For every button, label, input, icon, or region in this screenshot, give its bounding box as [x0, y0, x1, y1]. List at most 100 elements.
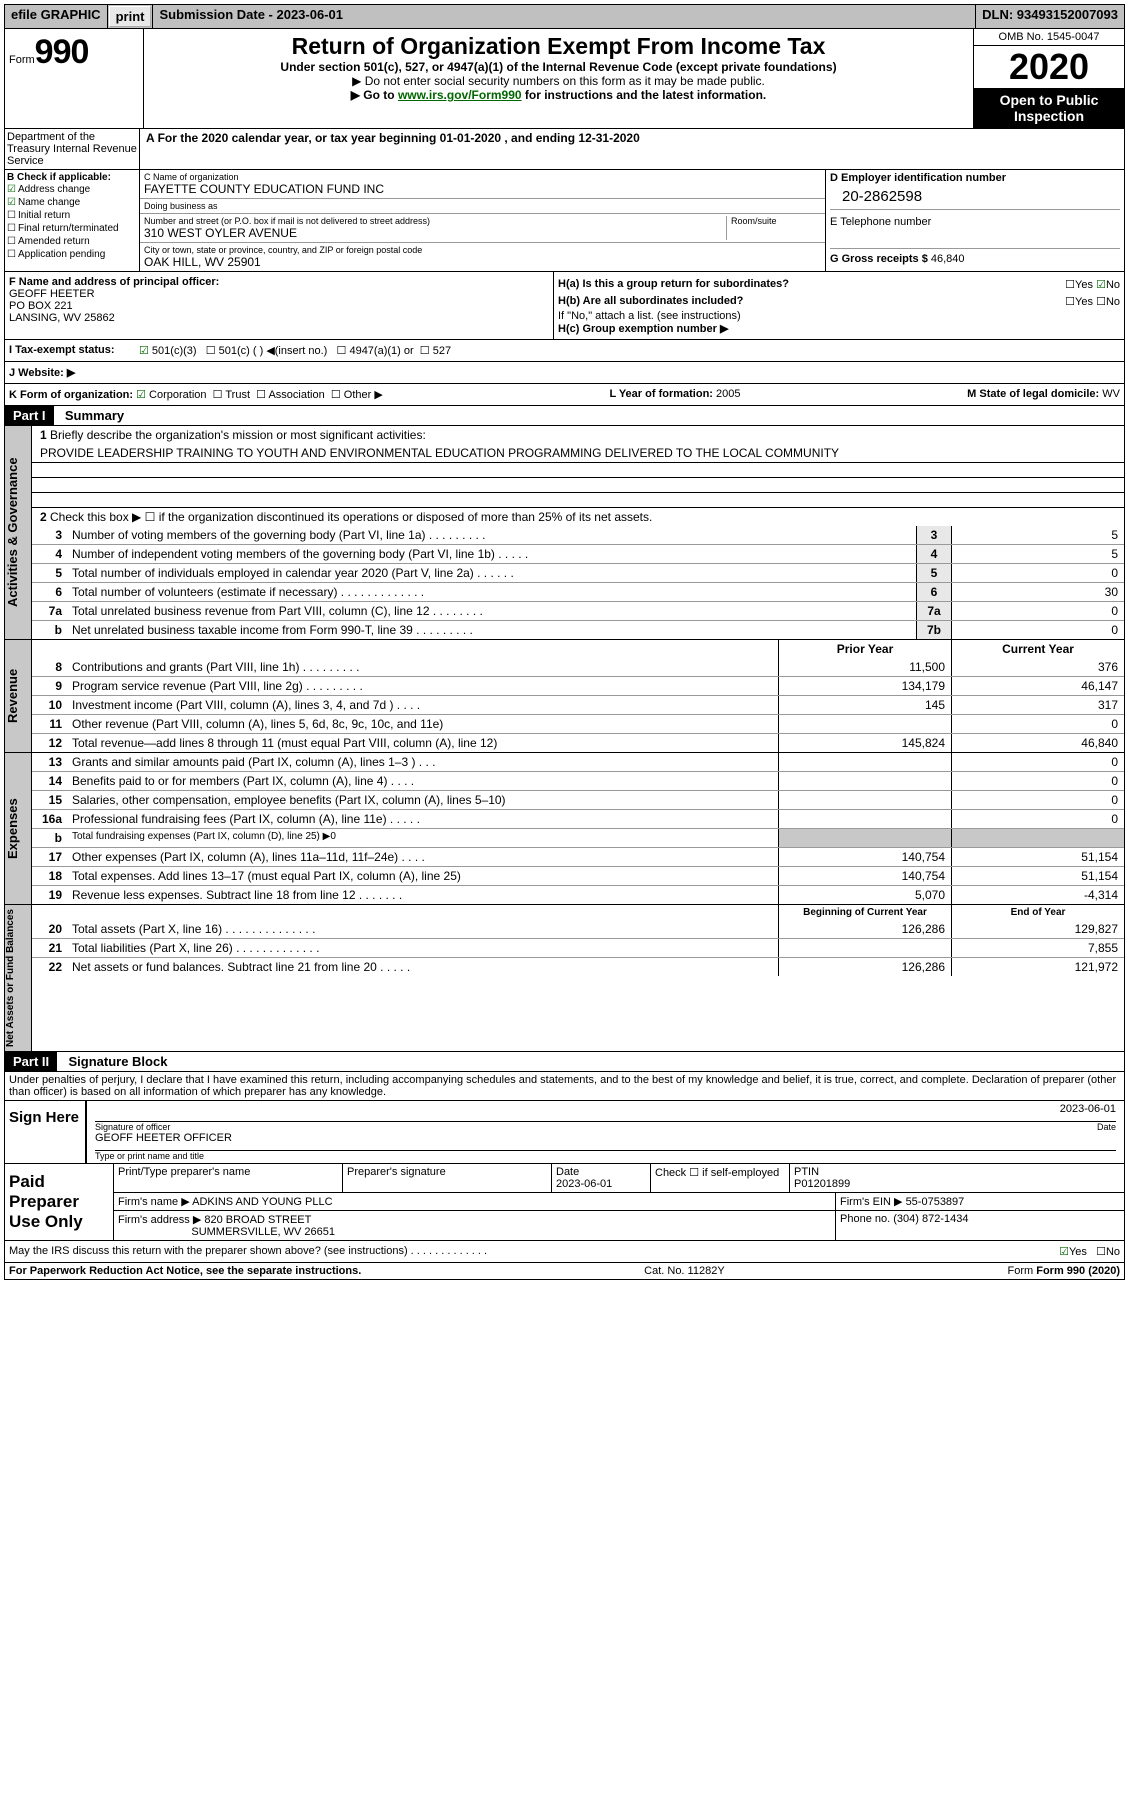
row-desc: Investment income (Part VIII, column (A)…	[68, 696, 778, 714]
q2-row: 2 Check this box ▶ ☐ if the organization…	[32, 508, 1124, 526]
prep-self-emp[interactable]: Check ☐ if self-employed	[650, 1164, 789, 1192]
table-row: 22 Net assets or fund balances. Subtract…	[32, 957, 1124, 976]
row-num: 15	[32, 791, 68, 809]
check-final[interactable]: Final return/terminated	[7, 222, 137, 235]
check-trust[interactable]: ☐ Trust	[213, 389, 250, 401]
row-prior: 11,500	[778, 658, 951, 676]
row-val: 5	[951, 526, 1124, 544]
title-box: Return of Organization Exempt From Incom…	[144, 29, 974, 128]
row-desc: Other revenue (Part VIII, column (A), li…	[68, 715, 778, 733]
row-num: 17	[32, 848, 68, 866]
officer-lbl: F Name and address of principal officer:	[9, 276, 549, 288]
net-table: Net Assets or Fund Balances Beginning of…	[4, 905, 1125, 1052]
h-a-no[interactable]: ☑No	[1096, 278, 1120, 291]
row-box: 4	[916, 545, 951, 563]
form-subtitle: Under section 501(c), 527, or 4947(a)(1)…	[154, 60, 963, 74]
side-expenses: Expenses	[5, 753, 32, 904]
current-year-hdr: Current Year	[951, 640, 1124, 658]
row-num: 21	[32, 939, 68, 957]
row-desc: Total number of volunteers (estimate if …	[68, 583, 916, 601]
form990-link[interactable]: www.irs.gov/Form990	[398, 88, 522, 102]
check-address[interactable]: Address change	[7, 183, 137, 196]
sig-line-2: GEOFF HEETER OFFICER	[95, 1132, 1116, 1151]
discuss-text: May the IRS discuss this return with the…	[9, 1245, 487, 1258]
check-amended[interactable]: Amended return	[7, 235, 137, 248]
ein-lbl: D Employer identification number	[830, 172, 1120, 184]
table-row: 3 Number of voting members of the govern…	[32, 526, 1124, 544]
check-corp[interactable]: ☑ Corporation	[136, 389, 206, 401]
h-b-no[interactable]: ☐No	[1096, 295, 1120, 308]
city-val: OAK HILL, WV 25901	[144, 255, 821, 269]
row-prior	[778, 810, 951, 828]
table-row: 4 Number of independent voting members o…	[32, 544, 1124, 563]
h-b-yes[interactable]: ☐Yes	[1065, 295, 1093, 308]
check-name[interactable]: Name change	[7, 196, 137, 209]
row-current: 0	[951, 791, 1124, 809]
row-desc: Benefits paid to or for members (Part IX…	[68, 772, 778, 790]
year-box: OMB No. 1545-0047 2020 Open to Public In…	[974, 29, 1124, 128]
table-row: 17 Other expenses (Part IX, column (A), …	[32, 847, 1124, 866]
omb-number: OMB No. 1545-0047	[974, 29, 1124, 46]
discuss-yesno: ☑Yes ☐No	[1059, 1245, 1120, 1258]
table-row: 9 Program service revenue (Part VIII, li…	[32, 676, 1124, 695]
check-527[interactable]: ☐ 527	[420, 344, 451, 357]
check-application[interactable]: Application pending	[7, 248, 137, 261]
row-current: 0	[951, 772, 1124, 790]
h-a-yes[interactable]: ☐Yes	[1065, 278, 1093, 291]
org-name-col: C Name of organization FAYETTE COUNTY ED…	[140, 170, 826, 271]
row-num: 6	[32, 583, 68, 601]
check-initial[interactable]: Initial return	[7, 209, 137, 222]
row-current: 376	[951, 658, 1124, 676]
col-header-rev: Prior Year Current Year	[32, 640, 1124, 658]
row-val: 30	[951, 583, 1124, 601]
row-num: 19	[32, 886, 68, 904]
row-num: 11	[32, 715, 68, 733]
check-501c[interactable]: ☐ 501(c) ( ) ◀(insert no.)	[206, 344, 328, 357]
form-number: 990	[35, 33, 89, 71]
table-row: 16a Professional fundraising fees (Part …	[32, 809, 1124, 828]
side-net: Net Assets or Fund Balances	[5, 905, 32, 1051]
sig-date-lbl: Date	[1097, 1122, 1116, 1132]
expenses-table: Expenses 13 Grants and similar amounts p…	[4, 753, 1125, 905]
row-current: 51,154	[951, 867, 1124, 885]
discuss-no[interactable]: ☐No	[1096, 1246, 1120, 1258]
print-button[interactable]: print	[109, 6, 152, 27]
status-row: I Tax-exempt status: ☑ 501(c)(3) ☐ 501(c…	[4, 340, 1125, 362]
row-prior: 145,824	[778, 734, 951, 752]
row-desc: Net assets or fund balances. Subtract li…	[68, 958, 778, 976]
row-desc: Salaries, other compensation, employee b…	[68, 791, 778, 809]
sig-officer-lbl: Signature of officer	[95, 1122, 170, 1132]
q1-row: 1 Briefly describe the organization's mi…	[32, 426, 1124, 444]
table-row: 8 Contributions and grants (Part VIII, l…	[32, 658, 1124, 676]
sig-date: 2023-06-01	[1060, 1103, 1116, 1121]
check-4947[interactable]: ☐ 4947(a)(1) or	[337, 344, 414, 357]
check-other[interactable]: ☐ Other ▶	[331, 389, 383, 401]
end-year-hdr: End of Year	[951, 905, 1124, 920]
paid-table: Print/Type preparer's name Preparer's si…	[113, 1164, 1124, 1240]
row-current: 46,147	[951, 677, 1124, 695]
efile-label: efile GRAPHIC	[5, 5, 108, 28]
row-current: 129,827	[951, 920, 1124, 938]
h-b-lbl: H(b) Are all subordinates included?	[558, 295, 1065, 308]
row-box: 7b	[916, 621, 951, 639]
h-a-lbl: H(a) Is this a group return for subordin…	[558, 278, 1065, 291]
revenue-table: Revenue Prior Year Current Year 8 Contri…	[4, 640, 1125, 753]
form-title: Return of Organization Exempt From Incom…	[154, 33, 963, 60]
row-desc: Total assets (Part X, line 16) . . . . .…	[68, 920, 778, 938]
sig-labels-1: Signature of officer Date	[95, 1122, 1116, 1132]
check-assoc[interactable]: ☐ Association	[256, 389, 325, 401]
table-row: 15 Salaries, other compensation, employe…	[32, 790, 1124, 809]
discuss-yes[interactable]: ☑Yes	[1059, 1246, 1087, 1258]
row-desc: Grants and similar amounts paid (Part IX…	[68, 753, 778, 771]
dept-row: Department of the Treasury Internal Reve…	[4, 129, 1125, 170]
form-note1: ▶ Do not enter social security numbers o…	[154, 74, 963, 88]
table-row: 18 Total expenses. Add lines 13–17 (must…	[32, 866, 1124, 885]
row-prior	[778, 772, 951, 790]
check-501c3[interactable]: ☑ 501(c)(3)	[139, 344, 197, 357]
row-desc: Total fundraising expenses (Part IX, col…	[68, 829, 778, 847]
row-val: 0	[951, 602, 1124, 620]
row-current: 51,154	[951, 848, 1124, 866]
table-row: b Net unrelated business taxable income …	[32, 620, 1124, 639]
sign-fields: 2023-06-01 Signature of officer Date GEO…	[85, 1101, 1124, 1163]
row-desc: Number of voting members of the governin…	[68, 526, 916, 544]
